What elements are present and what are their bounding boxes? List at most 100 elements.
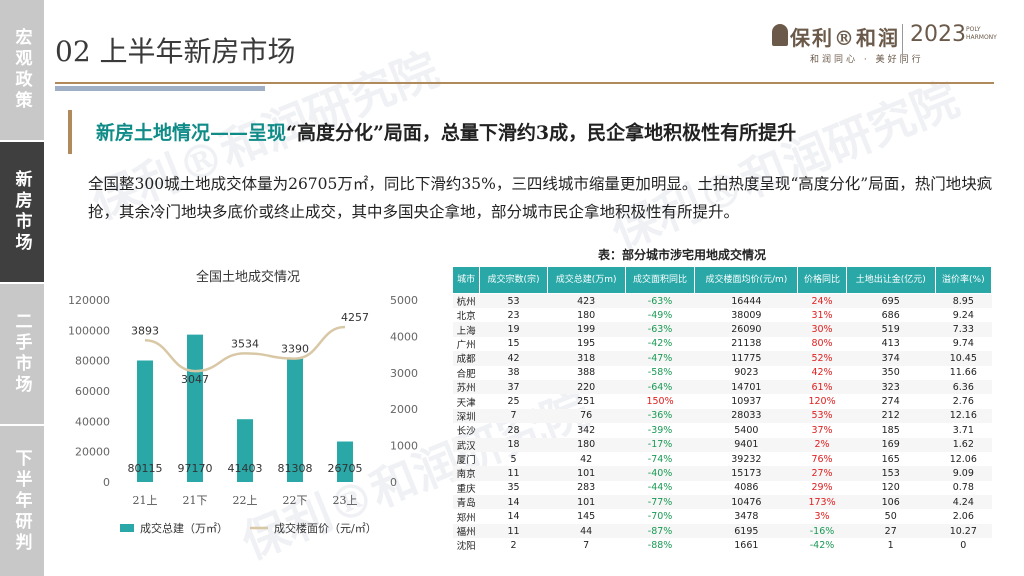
table-cell: 4086 (734, 482, 759, 494)
sidebar-item-second-hand[interactable]: 二手市场 (0, 284, 44, 424)
table-cell: 283 (577, 482, 596, 494)
table-row: 合肥 38 388 -58% 9023 42% 350 11.66 (453, 366, 992, 380)
table-row: 郑州 14 145 -70% 3478 3% 50 2.06 (453, 509, 992, 524)
table-cell: 413 (881, 338, 900, 350)
x-axis-tick: 22上 (233, 494, 258, 507)
table-cell: 27 (846, 523, 936, 539)
table-cell: 150% (646, 396, 674, 408)
table-cell: 苏州 (452, 379, 480, 395)
table-cell: 50 (884, 511, 897, 523)
table-cell: 212 (846, 408, 936, 424)
table-cell: 274 (881, 396, 900, 408)
table-cell: 106 (846, 495, 936, 510)
table-header-cell: 价格同比 (797, 266, 847, 294)
table-cell: 76 (547, 408, 626, 424)
x-axis-tick: 23上 (333, 494, 358, 507)
brand-logo: 保利®和润 和润同心 · 美好同行 2023 POLY HARMONY (772, 22, 1000, 72)
table-cell: 11775 (694, 351, 798, 366)
table-cell: 342 (577, 424, 596, 436)
table-title: 表：部分城市涉宅用地成交情况 (598, 248, 767, 262)
line-data-label: 3390 (281, 343, 309, 356)
table-cell: 61% (797, 379, 847, 395)
table-row: 南京 11 101 -40% 15173 27% 153 9.09 (452, 466, 992, 481)
sidebar-item-macro-policy[interactable]: 宏观政策 (0, 0, 44, 140)
logo-brand-slogan: 和润同心 · 美好同行 (810, 55, 924, 65)
title-divider (55, 82, 994, 84)
poly-logo-icon (772, 24, 788, 46)
table-cell: 天津 (456, 397, 476, 409)
table-row: 北京 23 180 -49% 38009 31% 686 9.24 (453, 308, 992, 323)
table-cell: 0 (960, 539, 967, 551)
table-cell: -77% (625, 495, 695, 510)
table-cell: 3478 (734, 511, 759, 523)
table-cell: 10.27 (935, 523, 992, 539)
chart-bar (137, 360, 153, 482)
table-cell: 7 (583, 539, 590, 551)
table-cell: 2.06 (952, 511, 974, 523)
table-row: 重庆 35 283 -44% 4086 29% 120 0.78 (453, 481, 992, 495)
section-sidebar: 宏观政策 新房市场 二手市场 下半年研判 (0, 0, 44, 576)
left-axis-tick: 40000 (75, 415, 110, 428)
bar-data-label: 80115 (128, 462, 163, 475)
table-cell: 7.33 (935, 322, 992, 337)
table-cell: 16444 (694, 293, 798, 308)
table-cell: 388 (577, 367, 596, 379)
right-axis-tick: 1000 (390, 440, 418, 453)
table-cell: 北京 (456, 311, 476, 323)
bar-data-label: 41403 (228, 462, 263, 475)
logo-english: POLY HARMONY (966, 26, 997, 41)
sidebar-item-outlook[interactable]: 下半年研判 (0, 426, 44, 576)
chart-bar (337, 441, 353, 482)
table-row: 青岛 14 101 -77% 10476 173% 106 4.24 (452, 495, 992, 510)
bar-data-label: 97170 (178, 462, 213, 475)
table-cell: 38 (507, 367, 520, 379)
table-cell: 350 (881, 367, 900, 379)
table-cell: 220 (547, 379, 626, 395)
table-cell: 42 (580, 453, 593, 465)
table-row: 杭州 53 423 -63% 16444 24% 695 8.95 (452, 293, 992, 308)
x-axis-tick: 22下 (283, 494, 308, 507)
table-cell: 251 (577, 396, 596, 408)
table-cell: 39232 (731, 453, 762, 465)
table-row: 厦门 5 42 -74% 39232 76% 165 12.06 (453, 452, 992, 467)
legend-label: 成交总建（万㎡） (140, 521, 228, 535)
table-cell: 1661 (734, 539, 759, 551)
table-cell: 福州 (452, 523, 480, 539)
subtitle-accent-bar (68, 110, 72, 154)
sidebar-item-new-housing[interactable]: 新房市场 (0, 142, 44, 282)
table-cell: 广州 (456, 339, 476, 351)
table-cell: 7 (479, 408, 548, 424)
left-axis-tick: 100000 (68, 324, 110, 337)
bar-data-label: 26705 (328, 462, 363, 475)
table-cell: 15 (507, 338, 520, 350)
table-cell: 76% (811, 453, 833, 465)
table-cell: 80% (811, 338, 833, 350)
table-cell: 44 (547, 523, 626, 539)
table-cell: 3.71 (952, 424, 974, 436)
table-cell: 南京 (452, 466, 480, 481)
table-cell: 12.16 (935, 408, 992, 424)
chart-bar (287, 358, 303, 482)
line-data-label: 3534 (231, 337, 259, 350)
page-title: 02 上半年新房市场 (55, 35, 296, 68)
table-cell: 12.06 (949, 453, 977, 465)
table-cell: 101 (547, 466, 626, 481)
subtitle-prefix: 新房土地情况——呈现 (96, 122, 287, 144)
table-header-cell: 成交宗数(宗) (479, 266, 548, 294)
table-cell: 14 (479, 495, 548, 510)
table-cell: 153 (846, 466, 936, 481)
table-cell: 9023 (734, 367, 759, 379)
table-cell: -64% (625, 379, 695, 395)
table-cell: 185 (881, 424, 900, 436)
table-cell: 0.78 (952, 482, 974, 494)
table-cell: 29% (811, 482, 833, 494)
table-cell: 25 (507, 396, 520, 408)
line-data-label: 3893 (131, 324, 159, 337)
table-header-cell: 土地出让金(亿元) (845, 266, 936, 294)
table-cell: 169 (846, 437, 936, 452)
logo-year: 2023 (910, 22, 966, 47)
table-cell: 37% (811, 424, 833, 436)
table-cell: 8.95 (935, 293, 992, 308)
table-cell: 9.09 (935, 466, 992, 481)
table-row: 长沙 28 342 -39% 5400 37% 185 3.71 (453, 423, 992, 438)
